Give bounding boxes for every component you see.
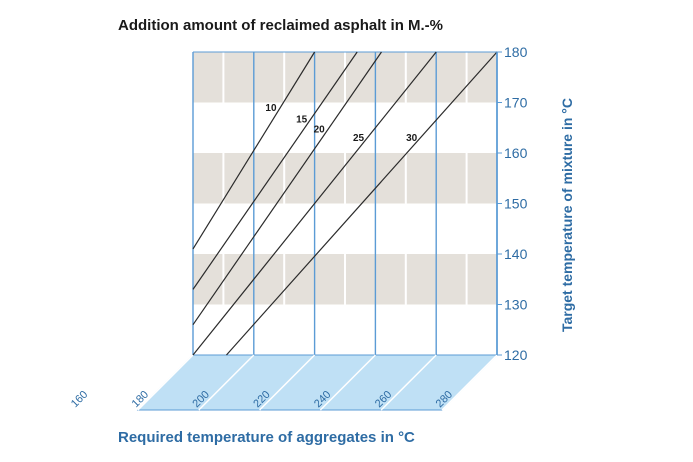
y-tick-label-120: 120 [504, 347, 528, 363]
series-line-15 [192, 51, 358, 290]
minor-gridlines [222, 52, 468, 355]
y-axis-title: Target temperature of mixture in °C [559, 98, 575, 332]
floor-gridline-280 [441, 354, 498, 411]
series-line-30 [225, 51, 498, 356]
series-line-25 [192, 51, 437, 356]
series-label-10: 10 [265, 103, 277, 114]
y-tick-label-130: 130 [504, 297, 528, 313]
x-axis-title: Required temperature of aggregates in °C [118, 429, 415, 446]
y-axis: 120 130 140 150 160 170 180 [496, 44, 528, 363]
floor-gridline-220 [259, 354, 316, 411]
x-tick-label-160: 160 [69, 389, 90, 410]
y-tick-label-140: 140 [504, 246, 528, 262]
y-tick-label-150: 150 [504, 196, 528, 212]
series-line-10 [192, 51, 316, 250]
floor-gridline-240 [319, 354, 376, 411]
floor-gridline-180 [137, 354, 194, 411]
series-labels: 10 15 20 25 30 [265, 103, 417, 144]
series-line-20 [192, 51, 382, 326]
series-label-30: 30 [406, 133, 418, 144]
floor-gridline-200 [198, 354, 255, 411]
y-tick-label-160: 160 [504, 145, 528, 161]
series-label-20: 20 [314, 124, 326, 135]
y-tick-label-170: 170 [504, 95, 528, 111]
y-tick-label-180: 180 [504, 44, 528, 60]
series-label-15: 15 [296, 114, 308, 125]
series-label-25: 25 [353, 133, 365, 144]
floor-gridline-260 [380, 354, 437, 411]
chart-title: Addition amount of reclaimed asphalt in … [118, 17, 443, 34]
series-lines [192, 51, 498, 356]
